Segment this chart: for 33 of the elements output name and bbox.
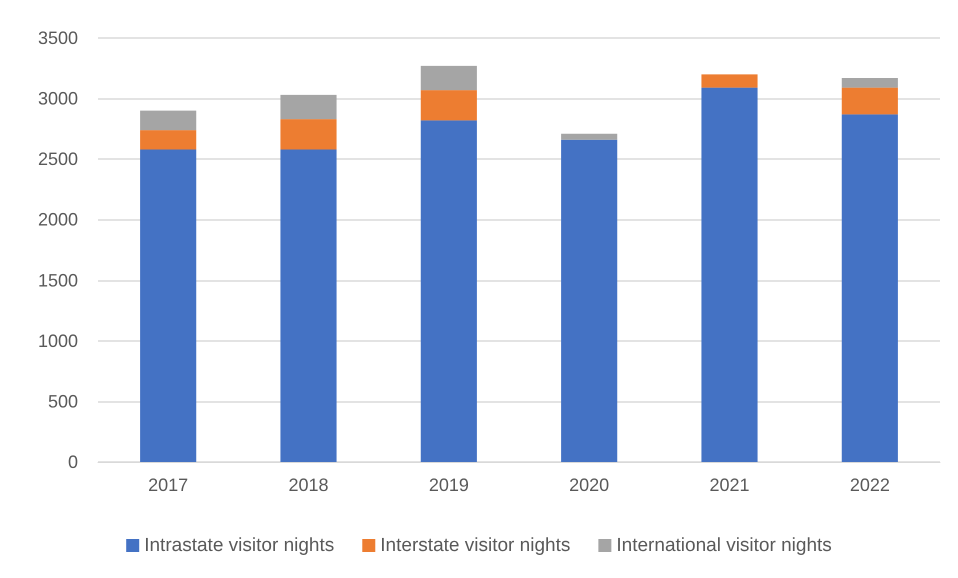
bar [140, 149, 196, 462]
y-tick-label: 2500 [38, 149, 78, 170]
bar [280, 119, 337, 150]
bar [140, 110, 196, 130]
legend-label: International visitor nights [616, 535, 832, 556]
bar [561, 134, 618, 140]
y-tick-label: 500 [48, 391, 78, 412]
bar [140, 130, 196, 150]
bar [420, 120, 477, 462]
bar [842, 78, 898, 88]
legend-label: Intrastate visitor nights [144, 535, 334, 556]
bar [420, 90, 477, 120]
x-tick-label: 2017 [148, 475, 188, 495]
y-tick-label: 3000 [38, 88, 78, 109]
bar [842, 114, 898, 462]
bar [280, 149, 337, 462]
bar [701, 74, 758, 88]
x-tick-label: 2021 [709, 475, 750, 495]
x-tick-label: 2019 [428, 475, 469, 495]
y-tick-label: 0 [68, 452, 78, 472]
bar [280, 94, 337, 120]
bar [420, 66, 477, 90]
bar [701, 88, 758, 462]
y-tick-label: 3500 [38, 28, 78, 48]
x-tick-label: 2022 [850, 475, 890, 495]
legend-label: Interstate visitor nights [380, 535, 570, 556]
y-tick-label: 2000 [38, 210, 78, 230]
bar [561, 140, 618, 462]
y-tick-label: 1000 [38, 330, 78, 351]
x-tick-label: 2018 [288, 475, 329, 495]
bar [842, 88, 898, 114]
y-tick-label: 1500 [38, 270, 78, 290]
x-tick-label: 2020 [569, 475, 610, 495]
